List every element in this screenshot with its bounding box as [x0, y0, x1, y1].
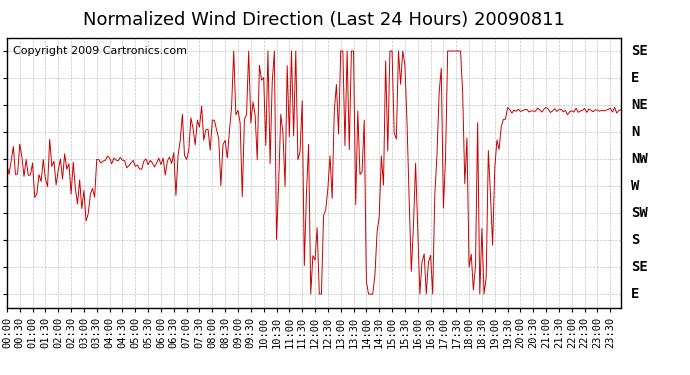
- Text: SW: SW: [631, 206, 648, 220]
- Text: NE: NE: [631, 98, 648, 112]
- Text: Normalized Wind Direction (Last 24 Hours) 20090811: Normalized Wind Direction (Last 24 Hours…: [83, 11, 565, 29]
- Text: E: E: [631, 287, 640, 301]
- Text: NW: NW: [631, 152, 648, 166]
- Text: N: N: [631, 125, 640, 139]
- Text: S: S: [631, 233, 640, 247]
- Text: SE: SE: [631, 260, 648, 274]
- Text: SE: SE: [631, 44, 648, 58]
- Text: W: W: [631, 179, 640, 193]
- Text: Copyright 2009 Cartronics.com: Copyright 2009 Cartronics.com: [13, 46, 187, 56]
- Text: E: E: [631, 71, 640, 85]
